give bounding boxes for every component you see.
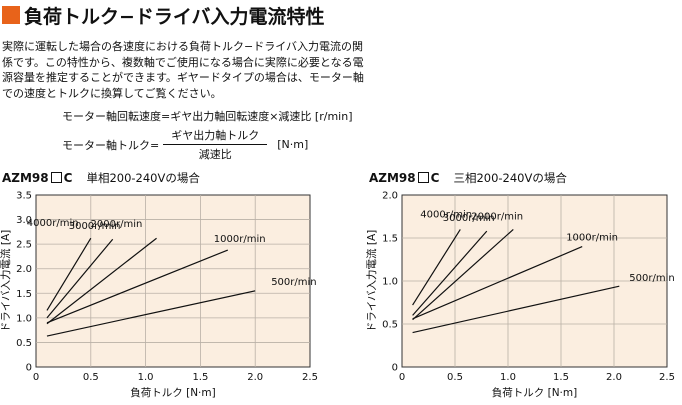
series-line xyxy=(412,246,583,320)
series-label: 1000r/min xyxy=(214,234,266,245)
chart1-svg: 0 0.5 1.0 1.5 2.0 2.5 0 0.5 1.0 1.5 2.0 2.5 3.0 3.5 40… xyxy=(0,191,318,400)
series-line xyxy=(412,229,461,306)
torque-denominator: 減速比 xyxy=(198,148,232,161)
title-bar: 負荷トルク−ドライバ入力電流特性 xyxy=(0,2,325,28)
x-tick-label: 2.0 xyxy=(247,372,263,383)
y-tick-label: 0 xyxy=(392,363,398,374)
x-tick-label: 1.5 xyxy=(553,372,569,383)
chart1-header: AZM98 C 単相200-240Vの場合 xyxy=(2,170,200,186)
y-tick-label: 0.5 xyxy=(382,320,398,331)
series-line xyxy=(412,228,514,321)
chart1-model-suffix: C xyxy=(63,171,73,185)
x-tick-label: 1.5 xyxy=(192,372,208,383)
x-axis-label: 負荷トルク [N·m] xyxy=(492,387,577,399)
series-label: 500r/min xyxy=(629,273,674,284)
chart1-model-box-icon xyxy=(50,172,62,183)
x-tick-label: 0.5 xyxy=(83,372,99,383)
series-line xyxy=(412,230,488,316)
series-line xyxy=(46,290,256,337)
series-line xyxy=(46,249,229,324)
chart2-model: AZM98 C xyxy=(369,171,439,185)
y-tick-label: 0.5 xyxy=(16,338,32,349)
y-tick-label: 1.0 xyxy=(382,277,398,288)
series-label: 500r/min xyxy=(271,277,316,288)
torque-fraction: ギヤ出力軸トルク 減速比 xyxy=(163,127,268,162)
chart2-model-name: AZM98 xyxy=(369,171,416,185)
series-line xyxy=(46,238,114,319)
series-label: 3000r/min xyxy=(443,213,495,224)
chart2-subtitle: 三相200-240Vの場合 xyxy=(453,171,567,185)
x-tick-label: 1.0 xyxy=(138,372,154,383)
chart2-header: AZM98 C 三相200-240Vの場合 xyxy=(369,170,567,186)
speed-formula: モーター軸回転速度=ギヤ出力軸回転速度×減速比 [r/min] xyxy=(62,110,353,123)
x-tick-label: 0 xyxy=(33,372,39,383)
y-tick-label: 1.5 xyxy=(16,289,32,300)
series-label: 2000r/min xyxy=(471,211,523,222)
series-line xyxy=(46,237,92,311)
x-tick-label: 2.0 xyxy=(606,372,622,383)
y-tick-label: 1.0 xyxy=(16,313,32,324)
series-label: 4000r/min xyxy=(27,218,79,229)
x-tick-label: 0 xyxy=(399,372,405,383)
chart2-model-box-icon xyxy=(417,172,429,183)
chart1-subtitle: 単相200-240Vの場合 xyxy=(86,171,200,185)
page-title: 負荷トルク−ドライバ入力電流特性 xyxy=(24,5,325,28)
y-axis-label: ドライバ入力電流 [A] xyxy=(365,230,378,333)
chart2-model-suffix: C xyxy=(430,171,440,185)
y-tick-label: 2.5 xyxy=(16,240,32,251)
x-tick-label: 0.5 xyxy=(447,372,463,383)
series-label: 1000r/min xyxy=(566,233,618,244)
torque-formula-lhs: モーター軸トルク= xyxy=(62,138,160,152)
y-tick-label: 1.5 xyxy=(382,234,398,245)
x-tick-label: 1.0 xyxy=(500,372,516,383)
title-square-icon xyxy=(2,6,20,24)
series-line xyxy=(46,237,157,325)
torque-unit: [N·m] xyxy=(277,138,309,151)
series-label: 3000r/min xyxy=(69,221,121,232)
y-tick-label: 0 xyxy=(26,363,32,374)
y-tick-label: 3.5 xyxy=(16,191,32,202)
y-axis-label: ドライバ入力電流 [A] xyxy=(0,230,12,333)
torque-formula: モーター軸トルク= ギヤ出力軸トルク 減速比 [N·m] xyxy=(62,127,308,162)
x-tick-label: 2.5 xyxy=(659,372,675,383)
y-tick-label: 3.0 xyxy=(16,215,32,226)
x-axis-label: 負荷トルク [N·m] xyxy=(130,387,215,399)
series-label: 2000r/min xyxy=(91,219,143,230)
y-tick-label: 2.0 xyxy=(16,264,32,275)
x-tick-label: 2.5 xyxy=(302,372,318,383)
chart2-svg: 0 0.5 1.0 1.5 2.0 2.5 0 0.5 1.0 1.5 2.0 4000r/min30… xyxy=(365,191,675,400)
chart1-model: AZM98 C xyxy=(2,171,72,185)
torque-numerator: ギヤ出力軸トルク xyxy=(163,127,268,145)
y-tick-label: 2.0 xyxy=(382,191,398,202)
series-line xyxy=(412,285,620,334)
series-label: 4000r/min xyxy=(420,209,472,220)
intro-paragraph: 実際に運転した場合の各速度における負荷トルク−ドライバ入力電流の関係です。この特… xyxy=(2,40,364,100)
chart1-model-name: AZM98 xyxy=(2,171,49,185)
plot-area xyxy=(35,194,311,368)
